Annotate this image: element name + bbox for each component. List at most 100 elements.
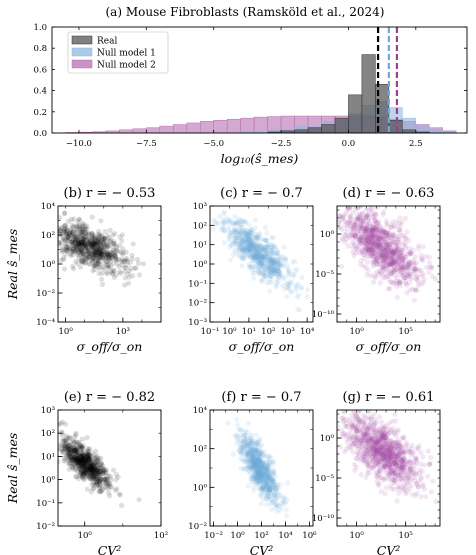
scatter-point — [267, 261, 273, 267]
scatter-point — [353, 425, 360, 431]
scatter-point — [414, 490, 420, 496]
scatter-point — [398, 246, 404, 252]
scatter-point — [78, 463, 84, 469]
scatter-point — [112, 255, 118, 261]
scatter-point — [283, 280, 289, 287]
scatter-point — [263, 484, 270, 491]
scatter-point — [244, 440, 251, 446]
scatter-point — [342, 232, 349, 238]
scatter-point — [362, 419, 368, 425]
scatter-point — [110, 232, 116, 238]
scatter-point — [257, 479, 264, 486]
scatter-point — [268, 273, 274, 279]
scatter-point — [240, 237, 246, 243]
scatter-point — [113, 472, 119, 478]
scatter-point — [96, 241, 102, 247]
scatter-point — [97, 252, 104, 258]
scatter-point — [370, 243, 376, 249]
scatter-point — [390, 476, 396, 482]
scatter-point — [92, 249, 98, 255]
scatter-point — [135, 260, 142, 267]
scatter-point — [256, 480, 262, 486]
scatter-point — [81, 241, 87, 247]
scatter-point — [256, 477, 262, 483]
scatter-point — [395, 261, 401, 267]
scatter-point — [246, 242, 252, 248]
scatter-point — [369, 232, 375, 238]
scatter-point — [264, 254, 270, 260]
scatter-point — [82, 241, 88, 247]
scatter-point — [90, 485, 96, 491]
scatter-point — [402, 240, 408, 246]
scatter-point — [85, 467, 91, 473]
scatter-point — [261, 480, 267, 486]
scatter-point — [264, 471, 270, 477]
scatter-point — [77, 227, 83, 233]
scatter-point — [286, 285, 292, 291]
scatter-point — [388, 454, 394, 460]
scatter-point — [104, 251, 110, 257]
scatter-point — [391, 260, 397, 266]
scatter-point — [90, 459, 96, 465]
scatter-point — [394, 269, 400, 275]
scatter-point — [264, 459, 270, 465]
scatter-point — [428, 454, 434, 460]
scatter-point — [111, 252, 118, 258]
scatter-point — [344, 423, 351, 429]
scatter-point — [387, 465, 393, 471]
scatter-point — [277, 492, 283, 498]
scatter-point — [348, 434, 354, 440]
x-axis-label: σ_off/σ_on — [356, 339, 422, 354]
scatter-point — [260, 244, 266, 251]
scatter-point — [394, 453, 401, 459]
scatter-point — [369, 414, 375, 420]
scatter-point — [266, 245, 272, 251]
scatter-point — [72, 434, 78, 440]
scatter-point — [372, 239, 378, 245]
scatter-point — [74, 459, 80, 465]
scatter-point — [118, 258, 125, 264]
scatter-point — [266, 468, 272, 474]
scatter-point — [270, 471, 276, 477]
scatter-point — [351, 225, 357, 231]
scatter-point — [268, 257, 274, 263]
scatter-point — [252, 257, 258, 263]
scatter-point — [80, 461, 86, 467]
scatter-point — [60, 446, 66, 452]
scatter-point — [294, 306, 301, 312]
scatter-point — [98, 218, 104, 224]
scatter-point — [390, 219, 396, 225]
scatter-point — [386, 438, 392, 444]
scatter-point — [95, 245, 101, 251]
scatter-point — [389, 254, 395, 260]
scatter-point — [73, 224, 79, 230]
scatter-point — [266, 454, 272, 461]
scatter-point — [360, 432, 367, 438]
scatter-point — [397, 250, 403, 256]
scatter-point — [365, 462, 371, 468]
scatter-point — [90, 242, 96, 248]
scatter-point — [238, 432, 244, 438]
scatter-point — [426, 254, 432, 260]
scatter-point — [93, 468, 99, 474]
scatter-point — [104, 243, 110, 249]
scatter-point — [263, 237, 269, 244]
scatter-point — [265, 493, 271, 499]
scatter-point — [110, 247, 117, 253]
scatter-point — [380, 228, 387, 234]
scatter-point — [79, 260, 85, 266]
scatter-point — [127, 259, 133, 265]
scatter-point — [379, 264, 385, 270]
scatter-point — [381, 253, 387, 259]
scatter-point — [250, 270, 256, 276]
scatter-point — [270, 483, 276, 489]
scatter-point — [237, 232, 243, 238]
scatter-point — [73, 244, 80, 250]
scatter-point — [88, 469, 94, 475]
scatter-point — [386, 462, 392, 468]
scatter-point — [242, 428, 248, 434]
scatter-point — [75, 468, 81, 474]
scatter-point — [353, 431, 359, 437]
scatter-point — [70, 445, 76, 451]
scatter-point — [91, 263, 97, 269]
